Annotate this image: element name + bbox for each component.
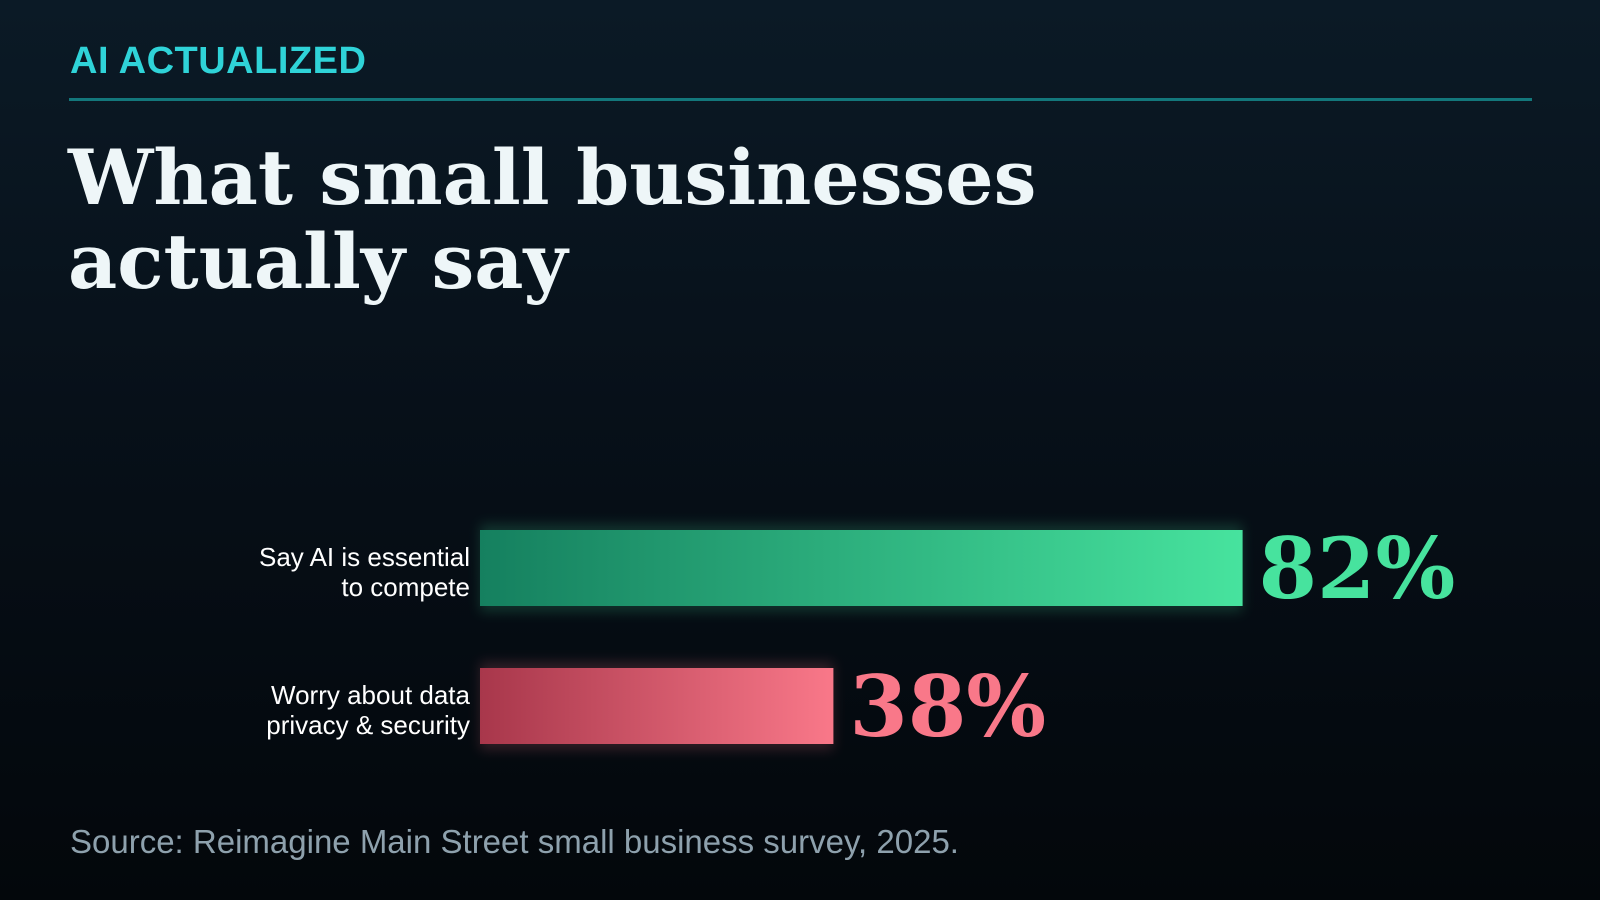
bar-1 [480,530,1243,606]
source-note: Source: Reimagine Main Street small busi… [70,823,959,860]
bar-2 [480,668,834,744]
page-title-line-1: What small businesses [68,133,1037,222]
kicker-divider [69,98,1532,101]
page-title-line-2: actually say [68,217,568,306]
category-label-1: Say AI is essential to compete [259,542,470,602]
category-label-line: Worry about data [271,680,471,710]
category-label-line: privacy & security [266,710,470,740]
bar-chart: Say AI is essential to compete 82% Worry ab… [259,519,1456,756]
section-kicker: AI ACTUALIZED [70,40,367,82]
page-title: What small businesses actually say [68,136,1268,304]
value-label-1: 82% [1259,519,1456,618]
category-label-line: Say AI is essential [259,542,470,572]
category-label-2: Worry about data privacy & security [266,680,470,740]
value-label-2: 38% [849,657,1046,756]
category-label-line: to compete [341,572,470,602]
